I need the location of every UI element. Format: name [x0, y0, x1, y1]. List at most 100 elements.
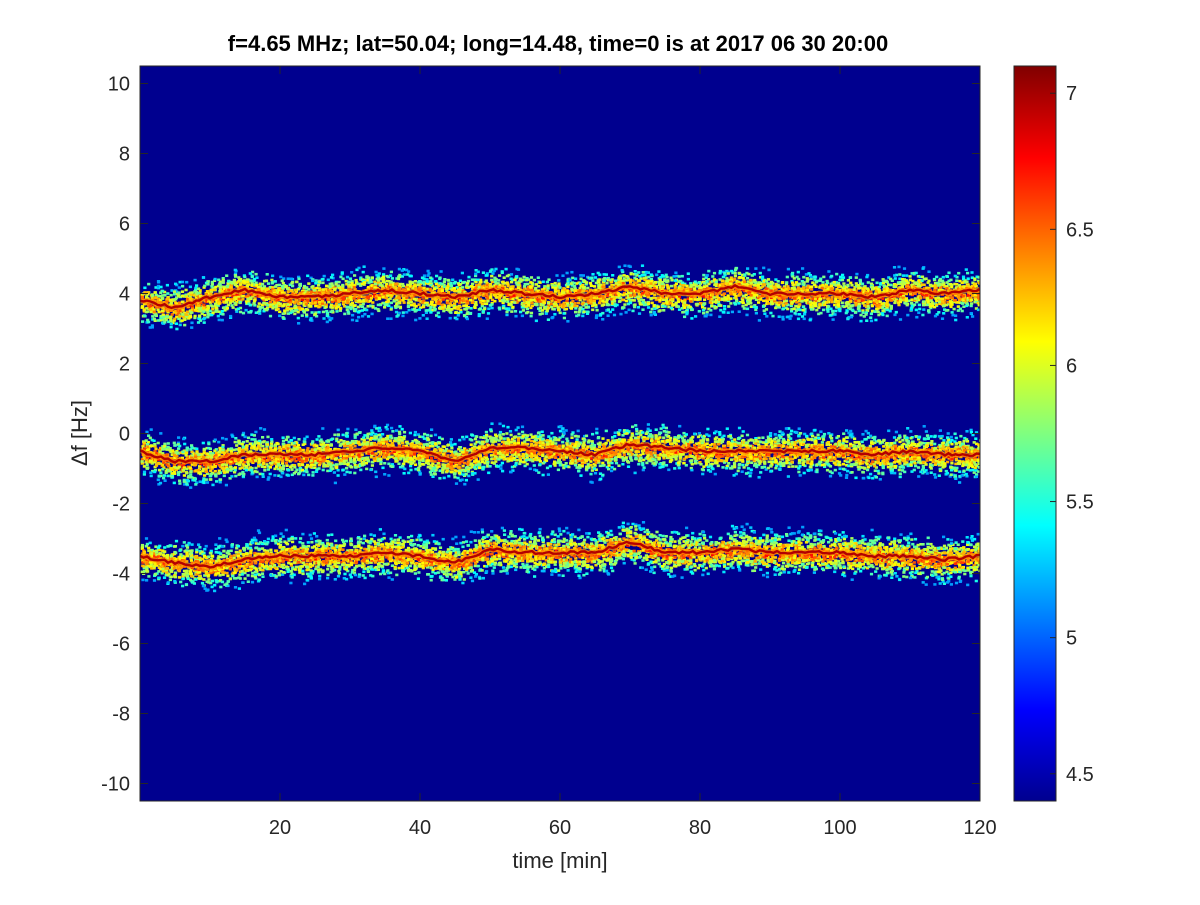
band-cell — [655, 273, 659, 277]
band-cell — [762, 283, 766, 286]
band-cell — [876, 307, 880, 310]
band-cell — [709, 313, 713, 317]
band-cell — [797, 277, 801, 281]
band-cell — [419, 282, 423, 285]
band-cell — [902, 280, 906, 284]
band-cell — [521, 289, 526, 292]
band-cell — [514, 281, 518, 284]
band-cell — [907, 299, 911, 302]
band-cell — [454, 289, 458, 293]
band-cell — [877, 290, 881, 293]
band-cell — [353, 288, 357, 291]
band-cell — [660, 294, 665, 298]
band-cell — [421, 295, 425, 299]
band-cell — [649, 310, 653, 314]
band-cell — [625, 296, 629, 299]
band-cell — [438, 277, 442, 281]
band-cell — [765, 315, 769, 318]
band-cell — [304, 289, 308, 293]
band-cell — [781, 281, 785, 284]
band-cell — [743, 280, 747, 284]
band-cell — [828, 314, 832, 317]
band-cell — [233, 272, 238, 276]
band-cell — [429, 279, 433, 283]
band-cell — [759, 276, 763, 279]
band-cell — [229, 314, 233, 318]
band-cell — [714, 292, 718, 296]
band-cell — [500, 284, 504, 288]
band-cell — [539, 306, 543, 310]
band-cell — [228, 301, 232, 305]
band-cell — [147, 303, 151, 307]
band-cell — [676, 297, 680, 301]
band-cell — [397, 267, 401, 271]
band-cell — [389, 301, 393, 305]
band-cell — [310, 290, 314, 293]
band-cell — [321, 292, 325, 295]
band-cell — [886, 297, 890, 301]
band-cell — [660, 288, 664, 291]
band-cell — [397, 286, 401, 290]
band-cell — [367, 281, 371, 284]
band-cell — [236, 280, 240, 283]
band-cell — [227, 288, 231, 292]
band-cell — [877, 304, 881, 307]
band-cell — [351, 284, 355, 287]
band-cell — [429, 300, 434, 304]
band-cell — [350, 271, 354, 274]
band-cell — [790, 309, 794, 313]
band-cell — [167, 299, 171, 303]
band-cell — [174, 282, 178, 286]
band-cell — [275, 300, 279, 303]
band-cell — [271, 280, 275, 284]
band-cell — [752, 273, 756, 276]
band-cell — [370, 284, 374, 287]
band-cell — [533, 288, 538, 291]
band-cell — [811, 297, 815, 301]
band-cell — [213, 277, 217, 281]
band-cell — [575, 314, 579, 318]
band-cell — [220, 310, 225, 313]
band-cell — [500, 271, 504, 274]
band-cell — [689, 297, 693, 301]
band-cell — [741, 299, 745, 302]
band-cell — [903, 282, 907, 286]
band-cell — [447, 282, 451, 285]
band-cell — [523, 282, 527, 286]
band-cell — [491, 272, 495, 275]
band-cell — [360, 282, 365, 286]
band-cell — [468, 298, 473, 302]
band-cell — [156, 286, 160, 290]
band-cell — [662, 298, 666, 302]
band-cell — [598, 273, 602, 276]
band-cell — [281, 284, 285, 288]
band-cell — [482, 292, 486, 296]
band-cell — [705, 274, 709, 277]
band-cell — [230, 304, 234, 307]
band-cell — [542, 301, 546, 304]
band-cell — [704, 314, 708, 318]
band-cell — [564, 307, 568, 311]
band-cell — [621, 298, 625, 302]
band-cell — [393, 305, 398, 308]
band-cell — [588, 288, 592, 292]
band-cell — [833, 313, 837, 316]
band-cell — [562, 287, 566, 290]
band-cell — [298, 283, 302, 286]
band-cell — [436, 296, 440, 300]
band-cell — [723, 305, 727, 308]
band-cell — [776, 280, 780, 283]
band-cell — [341, 301, 346, 305]
band-cell — [330, 282, 334, 285]
band-cell — [194, 290, 198, 294]
band-cell — [238, 306, 243, 310]
band-cell — [652, 284, 656, 288]
band-cell — [617, 296, 621, 299]
band-cell — [498, 299, 502, 303]
band-cell — [486, 283, 490, 287]
band-cell — [150, 326, 154, 329]
band-cell — [598, 278, 602, 281]
band-cell — [647, 293, 651, 297]
band-cell — [886, 303, 890, 306]
band-cell — [455, 317, 459, 321]
